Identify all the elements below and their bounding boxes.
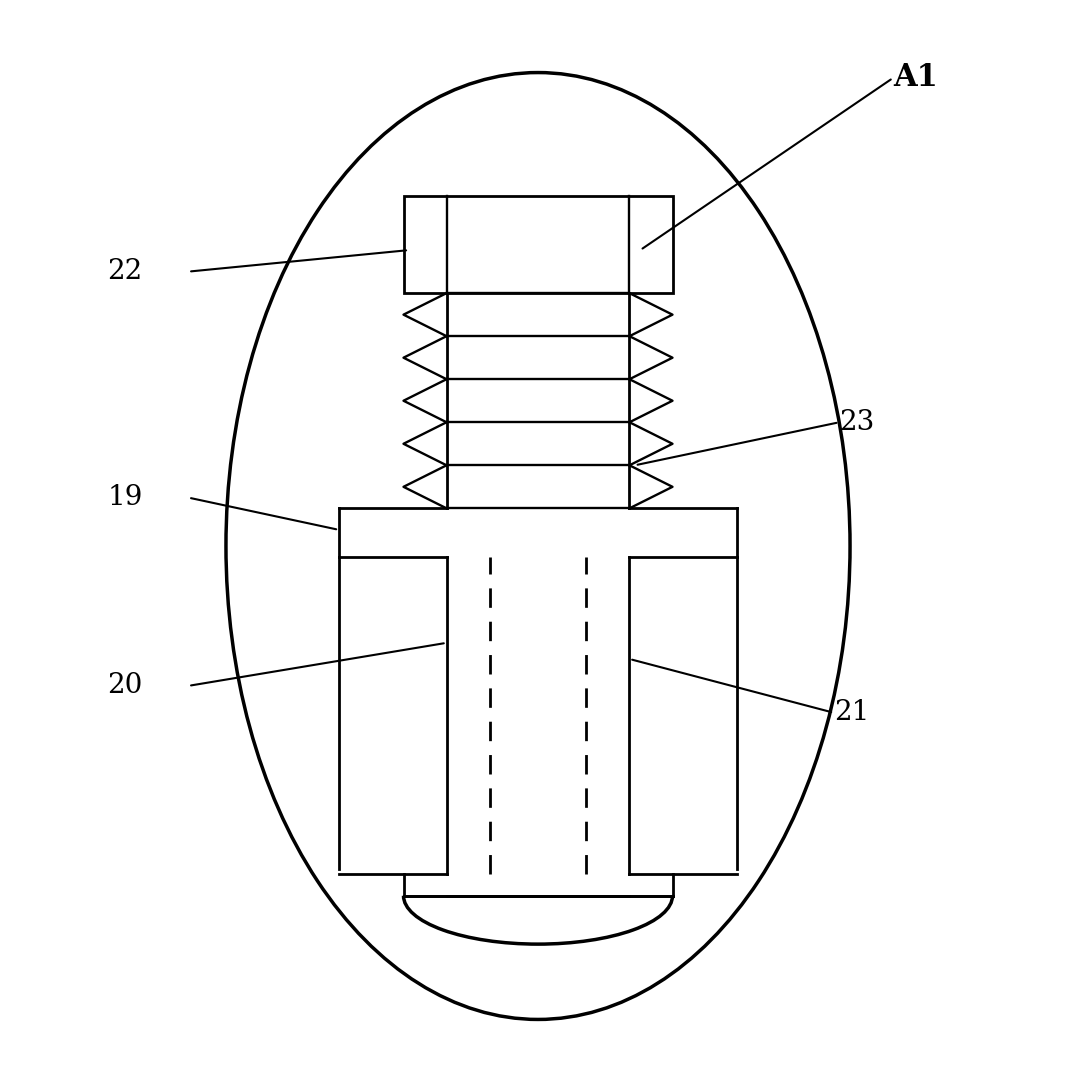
Text: 21: 21 bbox=[834, 699, 869, 726]
Text: 22: 22 bbox=[108, 258, 143, 285]
Text: 23: 23 bbox=[839, 408, 875, 436]
Text: 19: 19 bbox=[108, 484, 143, 511]
Text: 20: 20 bbox=[108, 673, 143, 699]
Text: A1: A1 bbox=[893, 62, 938, 94]
Bar bbox=[404, 197, 672, 293]
